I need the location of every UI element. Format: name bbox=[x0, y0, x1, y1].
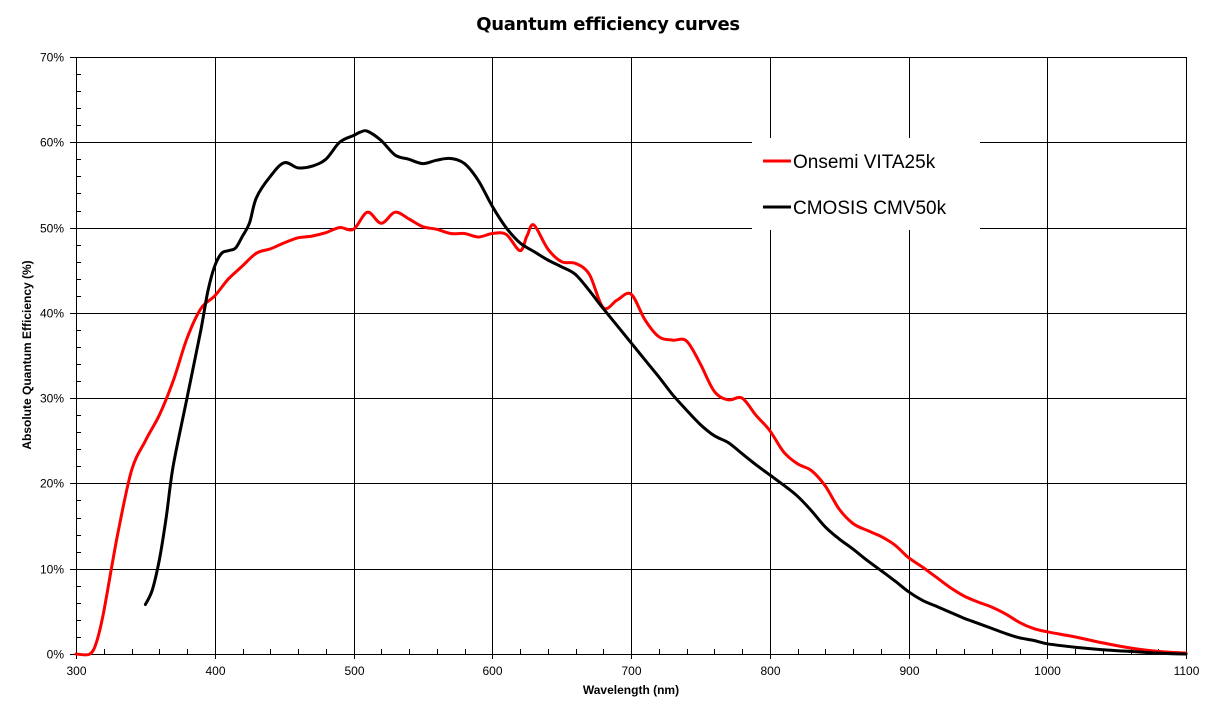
y-tick-labels: 0% 10% 20% 30% 40% 50% 60% 70% bbox=[40, 51, 64, 662]
y-tick-label: 0% bbox=[47, 648, 65, 662]
y-tick-label: 20% bbox=[40, 477, 64, 491]
x-axis-title: Wavelength (nm) bbox=[583, 683, 679, 697]
legend-label-onsemi: Onsemi VITA25k bbox=[793, 152, 936, 173]
gridlines bbox=[76, 57, 1187, 659]
x-tick-label: 1000 bbox=[1034, 664, 1061, 678]
x-tick-label: 1100 bbox=[1174, 664, 1200, 678]
legend-label-cmosis: CMOSIS CMV50k bbox=[793, 198, 947, 219]
y-tick-label: 70% bbox=[40, 51, 64, 65]
y-tick-label: 30% bbox=[40, 392, 64, 406]
x-tick-label: 700 bbox=[621, 664, 641, 678]
y-tick-label: 10% bbox=[40, 563, 64, 577]
x-tick-label: 500 bbox=[344, 664, 364, 678]
series-line-cmosis-cmv50k bbox=[143, 129, 1188, 656]
x-tick-labels: 300 400 500 600 700 800 900 1000 1100 bbox=[66, 664, 1199, 678]
chart-title: Quantum efficiency curves bbox=[476, 14, 740, 35]
y-axis-title: Absolute Quantum Efficiency (%) bbox=[20, 260, 34, 449]
series-line-onsemi-vita25k bbox=[74, 210, 1188, 657]
x-tick-label: 400 bbox=[205, 664, 225, 678]
y-tick-label: 40% bbox=[40, 307, 64, 321]
y-tick-label: 60% bbox=[40, 136, 64, 150]
x-tick-label: 800 bbox=[760, 664, 780, 678]
series-lines bbox=[74, 129, 1188, 657]
x-tick-label: 600 bbox=[482, 664, 502, 678]
axis-ticks bbox=[70, 57, 1187, 655]
y-tick-label: 50% bbox=[40, 222, 64, 236]
legend-background bbox=[752, 138, 980, 230]
x-tick-label: 900 bbox=[899, 664, 919, 678]
x-tick-label: 300 bbox=[66, 664, 86, 678]
legend: Onsemi VITA25k CMOSIS CMV50k bbox=[752, 138, 980, 230]
